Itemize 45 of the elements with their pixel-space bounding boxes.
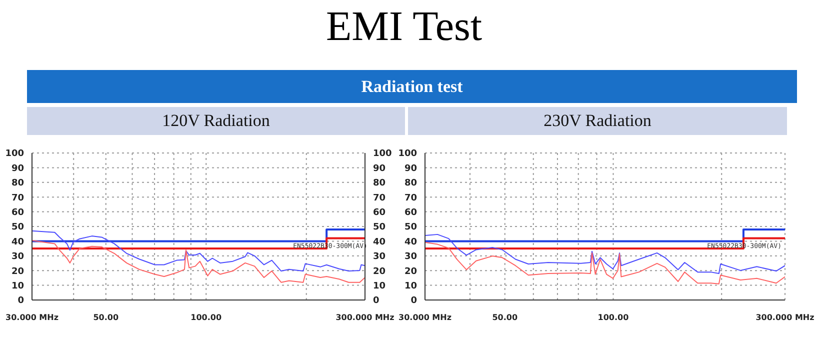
y-tick-label: 100	[398, 149, 417, 160]
y-tick-label: 30	[11, 252, 24, 262]
y2-tick-label: 100	[373, 149, 392, 160]
y-tick-label: 80	[11, 178, 24, 189]
y2-tick-label: 70	[373, 193, 386, 204]
y-tick-label: 100	[5, 149, 24, 160]
x-tick-label: 30.000 MHz	[6, 313, 59, 322]
y-tick-label: 60	[404, 208, 417, 218]
y-tick-label: 30	[404, 252, 417, 262]
text: 120V Radiation	[27, 107, 405, 135]
y-tick-label: 10	[11, 281, 24, 292]
y2-tick-label: 30	[373, 252, 386, 262]
y-tick-label: 40	[404, 237, 417, 248]
y-tick-label: 50	[11, 222, 24, 233]
y2-tick-label: 80	[373, 178, 386, 189]
x-tick-label: 30.000 MHz	[398, 313, 452, 322]
y-tick-label: 0	[410, 296, 417, 306]
y2-tick-label: 60	[373, 208, 386, 218]
chart-title: EMI Test	[324, 3, 484, 52]
y-tick-label: 80	[404, 178, 417, 189]
x-tick-label: 100.00	[190, 313, 222, 322]
y-tick-label: 20	[404, 266, 417, 277]
x-tick-label: 100.00	[598, 313, 630, 322]
y-tick-label: 40	[11, 237, 24, 248]
y-tick-label: 10	[404, 281, 417, 292]
y2-tick-label: 40	[373, 237, 386, 248]
x-tick-label: 300.000 MHz	[756, 313, 815, 322]
y-tick-label: 50	[404, 222, 417, 233]
y2-tick-label: 10	[373, 281, 386, 292]
y2-tick-label: 0	[373, 296, 380, 306]
x-tick-label: 50.00	[492, 313, 518, 322]
y-tick-label: 90	[404, 164, 417, 174]
y-tick-label: 60	[11, 208, 24, 218]
y-tick-label: 0	[18, 296, 24, 306]
y-tick-label: 70	[11, 193, 24, 204]
y2-tick-label: 50	[373, 222, 386, 233]
x-tick-label: 50.00	[93, 313, 119, 322]
y-tick-label: 20	[11, 266, 24, 277]
text: 230V Radiation	[408, 107, 787, 135]
x-tick-label: 300.000 MHz	[336, 313, 395, 322]
y-tick-label: 90	[11, 164, 24, 174]
y2-tick-label: 90	[373, 164, 386, 174]
y-tick-label: 70	[404, 193, 417, 204]
y2-tick-label: 20	[373, 266, 386, 277]
text: Radiation test	[27, 70, 797, 103]
